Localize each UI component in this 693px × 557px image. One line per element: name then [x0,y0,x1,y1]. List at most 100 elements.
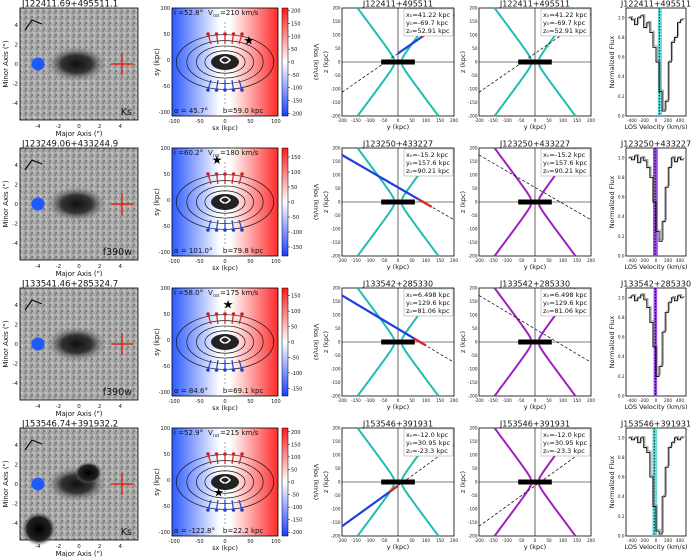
cone-z0-label: z₀=90.21 kpc [406,167,450,175]
cone-xtick-label: 200 [450,398,458,403]
spectrum-xtick-label: -400 [627,258,637,263]
image-title: J122411.69+495511.1 [21,0,118,10]
cone-ytick-label: -50 [334,213,341,218]
outflow-arrow-red [214,32,219,36]
disk-ytick-label: -100 [159,250,170,256]
disk-ytick-label: 0 [167,478,170,484]
cone-outline [493,7,532,60]
cone-y-axis-label: z (kpc) [322,191,330,213]
outflow-arrow-blue [223,508,227,512]
cone-xtick-label: 100 [559,398,567,403]
image-ytick-label: -4 [13,521,19,527]
image-xtick-label: -2 [56,544,61,550]
cone-ytick-label: 0 [475,480,478,485]
image-xtick-label: -4 [35,264,41,270]
cone-ytick-label: 200 [470,146,478,151]
disk-ytick-label: -100 [159,530,170,536]
cone-ytick-label: -200 [331,394,341,399]
cone-x-axis-label: y (kpc) [387,543,409,551]
cone-ytick-label: -150 [468,380,478,385]
cone-outline [493,484,532,537]
cone-z0-label: z₀=81.06 kpc [406,307,450,315]
sightline-dashed [478,154,592,221]
spectrum-ytick-label: 0.2 [618,94,625,99]
cone-z0-label: z₀=-23.3 kpc [406,447,448,455]
spectrum-ytick-label: 0.2 [618,514,625,519]
cone-xtick-label: 150 [573,118,581,123]
cone-xtick-label: -150 [351,118,361,123]
cone-x0-label: x₀=6.498 kpc [543,291,587,299]
colorbar-tick-label: 50 [291,467,297,473]
spectrum-ytick-label: 1.0 [618,435,625,440]
cone-outline [493,204,532,257]
cone-xtick-label: 100 [422,118,430,123]
image-xtick-label: 0 [77,124,81,130]
disk-xtick-label: 100 [271,259,281,265]
cone-ytick-label: -200 [331,114,341,119]
spectrum-ytick-label: 0.6 [618,335,625,340]
cone-xtick-label: -200 [337,398,347,403]
row-j122411+495511: J122411.69+495511.1 Ks -4 -2 0 2 4 -4 -2 0 2 4 Major… [2,0,691,138]
cone-title: J122411+495511 [362,0,433,9]
cone-xtick-label: 0 [534,538,537,543]
cone-xtick-label: -50 [518,538,525,543]
spectrum-xtick-label: 0 [655,258,658,263]
cone-ytick-label: -100 [468,87,478,92]
cone-xtick-label: -50 [381,258,388,263]
cone-ytick-label: -100 [331,87,341,92]
colorbar-tick-label: -150 [291,386,302,392]
cone-xtick-label: 200 [450,118,458,123]
cone-xtick-label: 150 [573,258,581,263]
cone-xtick-label: 50 [409,398,415,403]
cone-y0-label: y₀=157.6 kpc [543,159,587,167]
cone-xtick-label: 50 [546,538,552,543]
disk-ytick-label: 50 [164,172,170,178]
colorbar-tick-label: 200 [291,9,301,15]
image-band-label: f390w [103,247,132,258]
cone-ytick-label: -50 [471,493,478,498]
colorbar-tick-label: -100 [291,371,302,377]
cone-outline [493,344,532,397]
cone-y0-label: y₀=129.6 kpc [406,299,450,307]
galaxy-disk-bar [518,479,552,485]
disk-ytick-label: -50 [162,224,170,230]
disk-vrot-label: V [208,429,213,437]
cone-xtick-label: 0 [397,538,400,543]
cone-ytick-label: 150 [470,159,478,164]
cone-ytick-label: 50 [472,46,478,51]
disk-ytick-label: 0 [167,58,170,64]
cone-xtick-label: -150 [488,118,498,123]
galaxy-disk-bar [381,199,415,205]
disk-impact-parameter-label: b=79.8 kpc [223,247,264,255]
image-xtick-label: -2 [56,124,61,130]
outflow-arrow-blue [206,368,210,372]
cone-ytick-label: -150 [331,520,341,525]
image-ytick-label: 0 [15,62,19,68]
colorbar-tick-label: 0 [291,60,294,66]
image-band-label: Ks [121,107,132,118]
cone-ytick-label: 200 [333,6,341,11]
outflow-arrow-blue [240,88,244,92]
spectrum-xtick-label: 0 [655,118,658,123]
cone-ytick-label: 100 [333,453,341,458]
galaxy-image-panel: J123249.06+433244.9 f390w -4 -2 0 2 4 -4 -2 0 2 4 Ma… [2,140,139,278]
colorbar-tick-label: 200 [291,430,301,436]
colorbar-tick-label: -50 [291,493,299,499]
cone-title: J122411+495511 [499,0,570,9]
cone-xtick-label: 0 [534,398,537,403]
cone-ytick-label: -100 [468,367,478,372]
image-ytick-label: 4 [15,303,19,309]
spectrum-x-axis-label: LOS Velocity (km/s) [624,263,687,271]
colorbar-tick-label: 0 [291,480,294,486]
image-x-axis-label: Major Axis (") [55,270,102,278]
colorbar-tick-label: -200 [291,111,302,117]
cone-xtick-label: -50 [381,538,388,543]
disk-xtick-label: 50 [247,259,253,265]
outflow-arrow-blue [214,368,219,372]
spectrum-xtick-label: 400 [676,398,684,403]
spectrum-title: J133542+285330 [620,280,691,289]
disk-swirl [219,56,232,64]
cone-y0-label: y₀=30.95 kpc [543,439,587,447]
image-ytick-label: -2 [13,222,18,228]
